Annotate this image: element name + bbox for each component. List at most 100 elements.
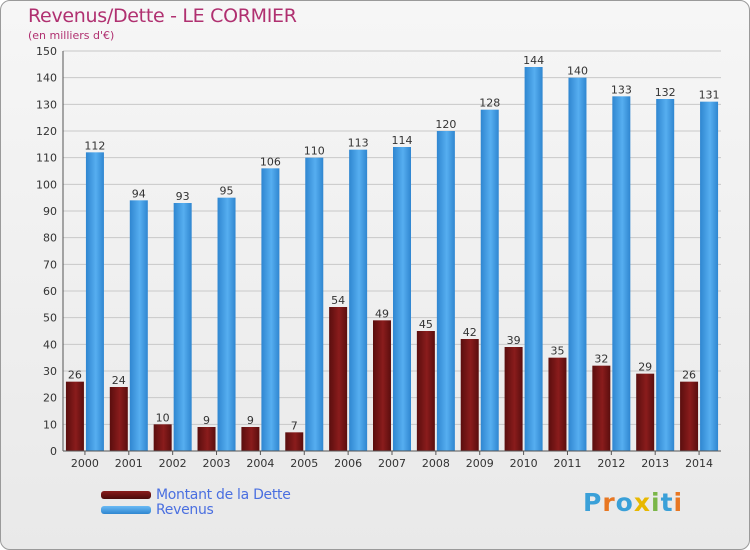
y-tick-label: 130 [36, 98, 57, 111]
y-tick-label: 80 [43, 232, 57, 245]
data-label-dette: 9 [203, 414, 210, 427]
bar-revenus [349, 149, 368, 451]
logo-letter: i [651, 488, 661, 517]
bar-dette [592, 365, 611, 451]
data-label-revenus: 144 [523, 54, 544, 67]
x-tick-label: 2004 [246, 457, 274, 470]
y-tick-label: 90 [43, 205, 57, 218]
data-label-dette: 45 [419, 318, 433, 331]
axes-layer: 0 10 20 30 40 50 60 70 80 90 100 110 120 130 140 150 200… [36, 45, 721, 470]
data-label-revenus: 110 [304, 145, 325, 158]
chart-title: Revenus/Dette - LE CORMIER [28, 5, 297, 27]
data-label-revenus: 128 [479, 97, 500, 110]
bar-dette [329, 307, 348, 451]
y-tick-label: 140 [36, 72, 57, 85]
x-tick-label: 2011 [553, 457, 581, 470]
y-tick-label: 30 [43, 365, 57, 378]
x-tick-label: 2010 [510, 457, 538, 470]
bar-revenus [305, 157, 324, 451]
bar-dette [241, 427, 260, 451]
bar-dette [109, 387, 128, 451]
data-label-dette: 26 [682, 369, 696, 382]
bar-revenus [261, 168, 280, 452]
bar-revenus [524, 67, 543, 451]
chart-subtitle: (en milliers d'€) [28, 29, 115, 42]
data-label-revenus: 114 [392, 134, 413, 147]
logo-letter: t [660, 488, 674, 517]
logo-letter: P [583, 488, 603, 517]
bar-dette [680, 381, 699, 451]
data-label-dette: 29 [638, 361, 652, 374]
y-tick-label: 70 [43, 258, 57, 271]
bar-revenus [85, 152, 104, 452]
data-label-dette: 54 [331, 294, 345, 307]
y-tick-label: 120 [36, 125, 57, 138]
bar-revenus [393, 147, 411, 451]
y-tick-label: 20 [43, 392, 57, 405]
x-tick-label: 2014 [685, 457, 713, 470]
x-tick-label: 2008 [422, 457, 450, 470]
bar-revenus [217, 197, 236, 451]
y-tick-label: 50 [43, 312, 57, 325]
logo-letter: x [633, 488, 651, 517]
bar-dette [373, 320, 391, 451]
y-tick-label: 100 [36, 178, 57, 191]
data-label-dette: 35 [550, 345, 564, 358]
grid-layer [63, 50, 721, 425]
data-label-revenus: 95 [220, 185, 234, 198]
logo-letter: i [673, 488, 684, 517]
y-tick-label: 150 [36, 45, 57, 58]
bar-revenus [656, 99, 675, 451]
bar-dette [197, 427, 216, 451]
x-tick-label: 2013 [641, 457, 669, 470]
data-label-revenus: 133 [611, 83, 632, 96]
data-label-dette: 32 [594, 353, 608, 366]
bars-layer [65, 67, 719, 452]
data-label-dette: 39 [507, 334, 521, 347]
data-label-dette: 26 [68, 369, 82, 382]
data-label-dette: 9 [247, 414, 254, 427]
data-label-revenus: 132 [655, 86, 676, 99]
data-label-revenus: 131 [699, 89, 720, 102]
legend-item-dette: Montant de la Dette [101, 487, 291, 503]
legend-label-dette: Montant de la Dette [156, 487, 291, 503]
bar-revenus [436, 131, 455, 451]
data-label-dette: 49 [375, 307, 389, 320]
bar-dette [548, 357, 567, 451]
bar-dette [504, 347, 523, 451]
bar-dette [153, 424, 172, 451]
logo-letter: o [615, 488, 634, 517]
bar-dette [285, 432, 304, 451]
bar-revenus [129, 200, 148, 451]
legend-swatch-dette [101, 491, 151, 499]
y-tick-label: 0 [50, 445, 57, 458]
y-tick-label: 10 [43, 418, 57, 431]
bar-dette [65, 381, 84, 451]
legend-item-revenus: Revenus [101, 502, 214, 518]
x-tick-label: 2005 [290, 457, 318, 470]
bar-revenus [173, 203, 192, 451]
data-label-dette: 42 [463, 326, 477, 339]
x-tick-label: 2003 [203, 457, 231, 470]
data-label-revenus: 106 [260, 155, 281, 168]
x-tick-label: 2006 [334, 457, 362, 470]
data-label-revenus: 113 [348, 137, 369, 150]
bar-dette [636, 373, 655, 451]
x-tick-label: 2002 [159, 457, 187, 470]
x-tick-label: 2001 [115, 457, 143, 470]
data-label-revenus: 140 [567, 65, 588, 78]
bar-dette [460, 339, 479, 451]
data-label-revenus: 93 [176, 190, 190, 203]
data-label-dette: 7 [291, 419, 298, 432]
bar-revenus [568, 77, 587, 452]
data-label-revenus: 94 [132, 187, 146, 200]
logo-letter: r [602, 488, 616, 517]
legend-label-revenus: Revenus [156, 502, 214, 518]
y-tick-label: 60 [43, 285, 57, 298]
bar-revenus [480, 109, 499, 452]
x-tick-label: 2009 [466, 457, 494, 470]
y-tick-label: 40 [43, 338, 57, 351]
x-tick-label: 2012 [597, 457, 625, 470]
bar-revenus [700, 101, 719, 452]
